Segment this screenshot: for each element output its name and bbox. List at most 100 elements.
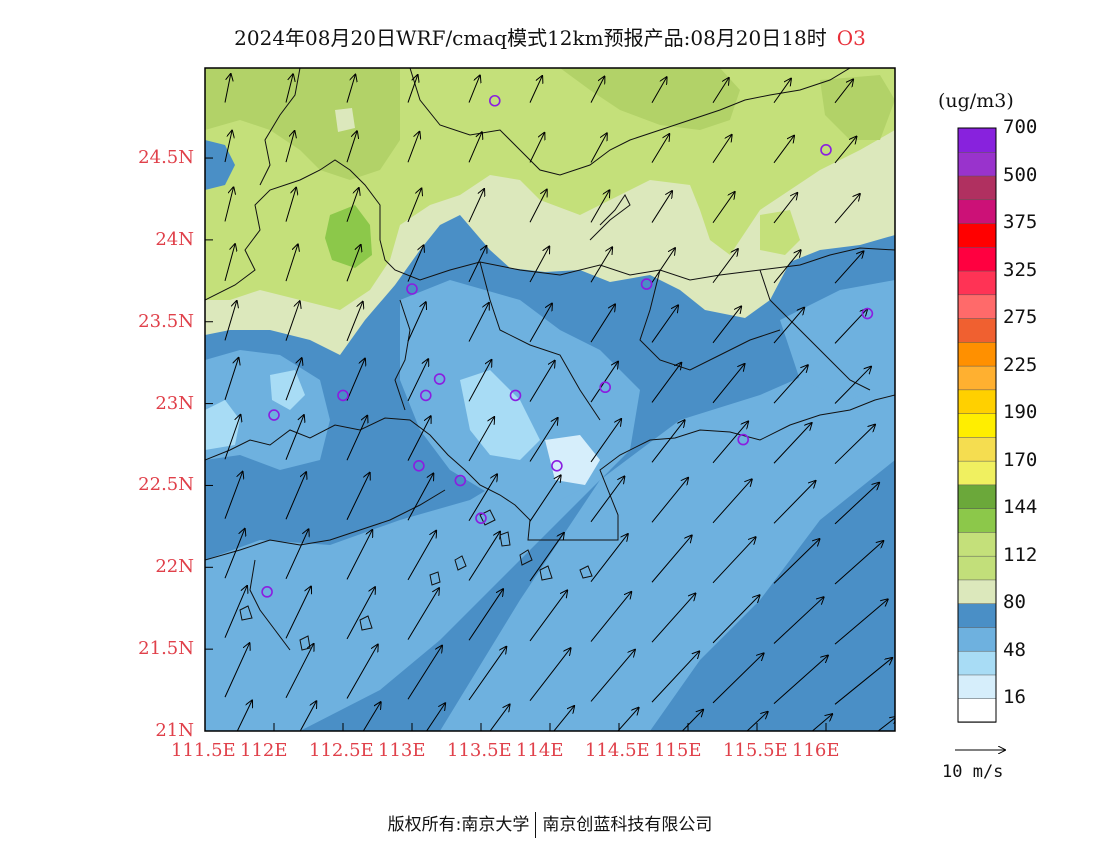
wind-arrow xyxy=(773,308,804,344)
wind-arrow xyxy=(224,472,243,519)
colorbar-label: 170 xyxy=(1003,448,1038,471)
colorbar-segment xyxy=(957,365,997,391)
title-text: 2024年08月20日WRF/cmaq模式12km预报产品:08月20日18时 xyxy=(234,26,827,50)
wind-arrow xyxy=(651,305,678,343)
station-marker xyxy=(406,283,418,295)
wind-vectors xyxy=(224,74,895,731)
wind-arrow xyxy=(681,710,703,731)
boundary-inlet xyxy=(589,194,631,241)
wind-arrow xyxy=(285,587,311,639)
wind-arrow xyxy=(468,474,497,522)
wind-arrow xyxy=(617,708,639,731)
wind-arrow xyxy=(407,245,424,282)
wind-arrow xyxy=(712,595,760,644)
wind-arrow xyxy=(651,651,699,703)
wind-arrow xyxy=(651,478,688,523)
wind-arrow xyxy=(346,530,372,580)
wind-arrow xyxy=(285,301,300,341)
wind-arrow xyxy=(590,419,621,463)
wind-arrow xyxy=(529,533,564,582)
wind-arrow xyxy=(468,532,500,581)
wind-arrow xyxy=(651,77,667,103)
wind-arrow xyxy=(590,534,628,582)
wind-arrow xyxy=(285,188,296,222)
wind-arrow xyxy=(834,137,856,164)
wind-arrow xyxy=(712,135,732,164)
wind-arrow xyxy=(224,358,239,400)
lon-label: 112.5E xyxy=(309,740,374,761)
colorbar-label: 325 xyxy=(1003,258,1038,281)
wind-arrow xyxy=(834,251,863,284)
colorbar-segment xyxy=(957,507,997,533)
wind-arrow xyxy=(773,481,816,524)
colorbar-segment xyxy=(957,294,997,319)
colorbar-segment xyxy=(957,626,997,652)
wind-arrow xyxy=(224,187,233,222)
colorbar-segment xyxy=(957,341,997,367)
station-marker xyxy=(509,389,522,402)
wind-arrow xyxy=(468,132,482,163)
wind-arrow xyxy=(834,194,860,224)
wind-arrow xyxy=(529,418,558,462)
lon-label: 115E xyxy=(654,740,702,761)
wind-arrow xyxy=(834,483,879,525)
wind-arrow xyxy=(834,658,892,705)
station-marker xyxy=(261,586,273,598)
field-southern-band xyxy=(440,330,895,731)
wind-arrow xyxy=(529,475,561,522)
station-marker xyxy=(454,474,467,487)
wind-arrow xyxy=(590,247,612,283)
wind-arrow xyxy=(651,536,692,583)
station-marker xyxy=(599,381,612,394)
wind-arrow xyxy=(590,190,609,223)
wind-arrow xyxy=(224,529,245,579)
wind-arrow xyxy=(773,136,794,164)
colorbar-label: 112 xyxy=(1003,543,1038,566)
lat-label: 22N xyxy=(155,556,194,578)
province-boundary-north xyxy=(205,159,895,301)
wind-arrow xyxy=(285,358,302,401)
wind-arrow xyxy=(590,304,615,343)
lon-label: 112E xyxy=(240,740,288,761)
colorbar-segment xyxy=(957,246,997,272)
field-southwest-light xyxy=(205,430,610,731)
lon-label: 116E xyxy=(792,740,840,761)
boundary-southwest xyxy=(205,489,446,561)
station-marker xyxy=(433,373,446,385)
wind-arrow xyxy=(346,75,355,103)
wind-arrow xyxy=(712,249,738,284)
field-patch-light-1 xyxy=(460,370,540,460)
wind-arrow xyxy=(529,247,549,283)
colorbar-segment xyxy=(957,412,997,438)
wind-arrow xyxy=(407,132,419,163)
wind-arrow xyxy=(529,133,544,163)
colorbar-segment xyxy=(957,389,997,414)
wind-arrow xyxy=(529,190,547,223)
colorbar-segment xyxy=(957,151,997,177)
colorbar-segment xyxy=(957,270,997,296)
field-patch-light-2 xyxy=(205,400,240,450)
lon-label: 113E xyxy=(378,740,426,761)
colorbar-label: 190 xyxy=(1003,401,1038,424)
colorbar-segment xyxy=(957,484,997,509)
wind-arrow xyxy=(651,134,669,163)
wind-arrow xyxy=(590,650,635,702)
field-green-patch xyxy=(760,210,800,255)
wind-arrow xyxy=(407,531,436,581)
wind-arrow xyxy=(407,473,433,521)
wind-arrow xyxy=(346,131,357,163)
colorbar-segment xyxy=(957,199,997,224)
wind-arrow xyxy=(712,422,748,464)
colorbar-segment xyxy=(957,317,997,343)
wind-arrow xyxy=(468,647,506,701)
wind-arrow xyxy=(346,302,363,342)
wind-arrow xyxy=(285,131,295,163)
wind-arrow xyxy=(651,363,681,403)
wind-arrow xyxy=(285,472,306,520)
wind-arrow xyxy=(529,76,542,103)
wind-arrow xyxy=(285,244,298,282)
station-marker xyxy=(488,94,501,107)
colorbar-segment xyxy=(957,127,997,153)
field-patch-vlight xyxy=(545,435,600,485)
station-marker xyxy=(820,144,832,156)
